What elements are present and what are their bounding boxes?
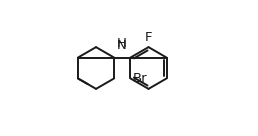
Text: N: N <box>117 39 126 52</box>
Text: H: H <box>117 37 126 50</box>
Text: Br: Br <box>132 72 147 85</box>
Text: F: F <box>145 31 152 44</box>
